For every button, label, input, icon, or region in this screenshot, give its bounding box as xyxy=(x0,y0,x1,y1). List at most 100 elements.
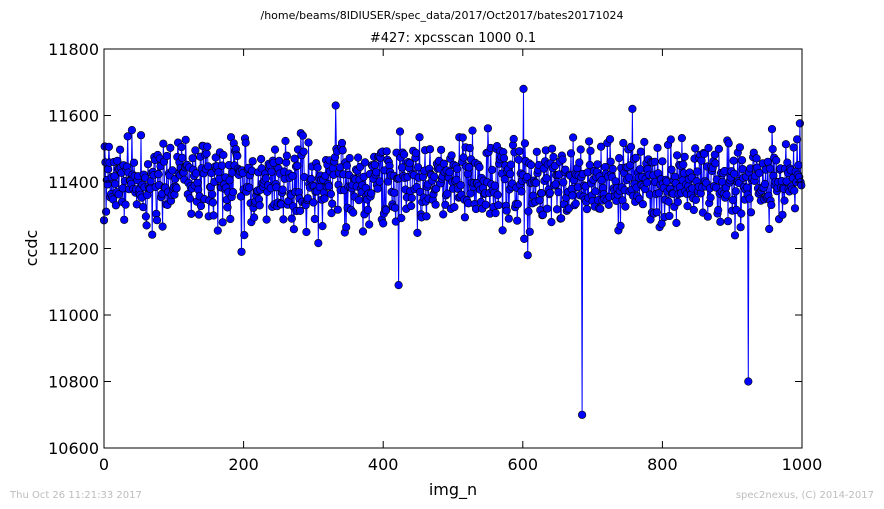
data-point xyxy=(742,183,752,192)
data-point xyxy=(127,126,136,135)
data-point xyxy=(162,151,171,161)
data-point xyxy=(236,192,245,201)
data-point xyxy=(537,189,546,198)
data-point xyxy=(293,161,302,170)
data-point xyxy=(194,210,203,219)
data-point xyxy=(288,171,297,181)
data-point xyxy=(558,155,567,164)
data-point xyxy=(367,189,376,198)
data-point xyxy=(313,163,322,172)
data-point xyxy=(407,201,416,211)
data-point xyxy=(349,208,358,217)
data-point xyxy=(245,183,254,192)
data-point xyxy=(493,190,502,199)
data-point xyxy=(411,148,421,158)
data-point xyxy=(666,135,675,144)
y-tick-label: 10600 xyxy=(48,439,99,458)
data-point xyxy=(794,161,803,170)
data-point xyxy=(658,157,667,166)
data-point xyxy=(755,168,764,178)
y-tick-label: 11200 xyxy=(48,240,99,259)
data-point xyxy=(593,160,602,169)
y-axis-label: ccdc xyxy=(22,230,41,267)
data-point xyxy=(543,204,552,213)
data-point xyxy=(463,169,472,178)
data-point xyxy=(166,143,175,152)
data-point xyxy=(608,164,617,174)
data-point xyxy=(400,150,409,159)
data-point xyxy=(154,170,163,179)
x-tick-label: 600 xyxy=(508,455,539,474)
data-point xyxy=(373,184,382,193)
data-point xyxy=(111,201,120,210)
data-point xyxy=(324,182,333,191)
data-point xyxy=(172,184,181,193)
data-point xyxy=(415,133,424,142)
data-point xyxy=(282,151,292,160)
data-point xyxy=(250,213,259,222)
data-point xyxy=(498,226,507,235)
data-point xyxy=(665,211,674,221)
data-point xyxy=(193,178,202,187)
data-point xyxy=(772,156,781,165)
data-point xyxy=(792,135,802,144)
data-point xyxy=(441,200,450,209)
data-point xyxy=(460,213,470,222)
data-point xyxy=(303,194,312,203)
data-point xyxy=(225,176,234,185)
data-point xyxy=(527,160,536,170)
footer-timestamp: Thu Oct 26 11:21:33 2017 xyxy=(9,490,142,501)
data-point xyxy=(432,184,441,193)
data-point xyxy=(310,214,319,224)
data-point xyxy=(465,163,474,172)
data-point xyxy=(309,198,318,207)
data-point xyxy=(275,156,284,165)
ticks-layer: 0 200 400 600 800 1000 10600 10800 11000 11200 114… xyxy=(48,40,822,474)
data-point xyxy=(361,158,370,167)
data-point xyxy=(520,139,530,148)
data-point xyxy=(710,150,719,159)
data-point xyxy=(597,176,606,185)
data-point xyxy=(208,198,217,207)
data-point xyxy=(395,127,405,136)
data-point xyxy=(672,151,682,160)
data-point xyxy=(354,196,363,205)
data-point xyxy=(397,214,406,223)
series-line xyxy=(103,88,802,415)
data-point xyxy=(142,221,151,230)
data-point xyxy=(568,133,578,142)
data-point xyxy=(304,138,313,147)
data-point xyxy=(691,195,701,204)
data-point xyxy=(262,215,271,224)
data-point xyxy=(299,147,308,156)
data-point xyxy=(737,156,747,165)
data-point xyxy=(547,144,557,153)
data-point xyxy=(640,137,649,147)
data-point xyxy=(677,134,687,143)
data-point xyxy=(711,159,720,168)
data-point xyxy=(577,410,587,419)
data-point xyxy=(523,251,532,260)
data-point xyxy=(208,190,217,199)
data-point xyxy=(320,194,329,203)
data-point xyxy=(679,160,688,169)
data-point xyxy=(650,157,659,166)
data-point xyxy=(203,142,212,151)
data-point xyxy=(504,214,513,223)
data-point xyxy=(281,136,290,146)
data-point xyxy=(450,203,459,212)
data-point xyxy=(298,131,308,140)
data-point xyxy=(120,215,129,224)
data-point xyxy=(635,165,645,174)
data-point xyxy=(575,158,584,167)
data-point xyxy=(159,139,168,148)
data-point xyxy=(532,147,541,156)
data-point xyxy=(141,212,150,221)
data-point xyxy=(129,158,139,167)
data-point xyxy=(458,133,467,142)
data-point xyxy=(673,197,682,207)
data-point xyxy=(136,131,146,140)
data-point xyxy=(382,147,391,156)
data-point xyxy=(513,200,523,209)
data-point xyxy=(397,163,407,172)
